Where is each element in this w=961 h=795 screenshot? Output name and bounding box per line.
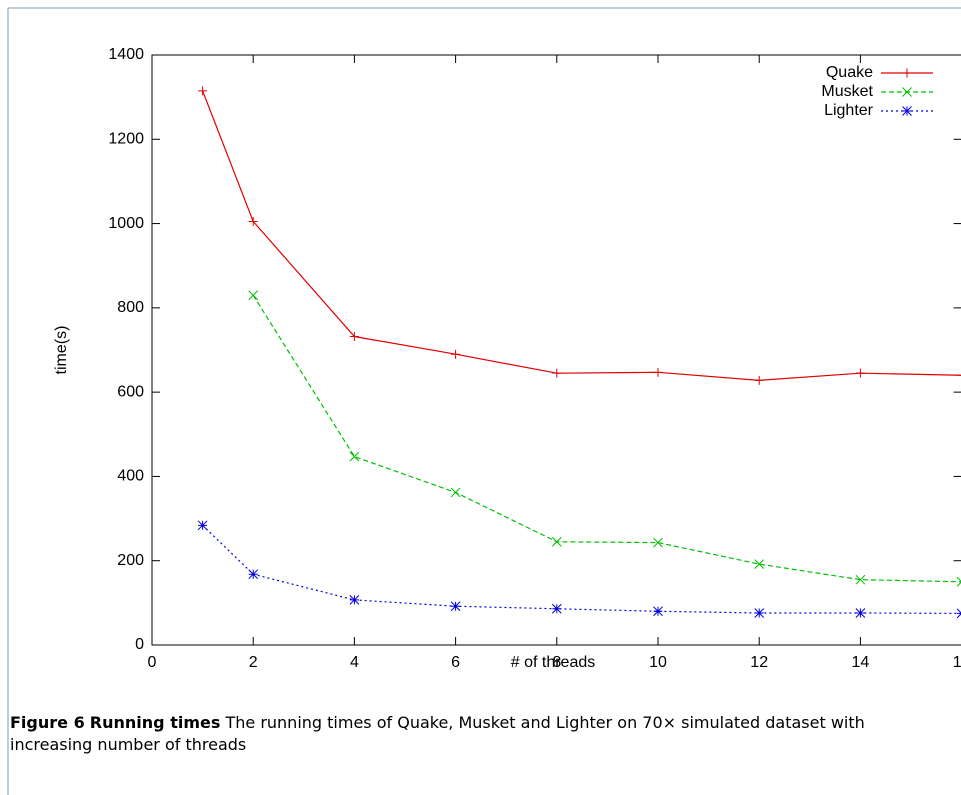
- point: [855, 368, 865, 378]
- caption: Figure 6 Running times The running times…: [10, 712, 940, 756]
- series-line: [202, 524, 961, 614]
- x-tick-label: 6: [451, 654, 460, 671]
- y-tick-label: 600: [117, 383, 144, 400]
- caption-label: Figure 6: [10, 713, 85, 732]
- legend-marker: [902, 87, 912, 97]
- point: [653, 367, 663, 377]
- point: [197, 520, 208, 531]
- caption-heading: Running times: [89, 713, 221, 732]
- y-tick-label: 800: [117, 299, 144, 316]
- point: [450, 487, 461, 498]
- x-tick-label: 4: [350, 654, 359, 671]
- x-tick-label: 2: [249, 654, 258, 671]
- point: [754, 375, 764, 385]
- y-tick-label: 1000: [108, 215, 144, 232]
- y-axis-label: time(s): [53, 326, 70, 375]
- point: [653, 606, 663, 617]
- legend-label: Lighter: [824, 102, 874, 119]
- y-tick-label: 1400: [108, 46, 144, 63]
- point: [552, 368, 562, 378]
- x-tick-label: 10: [649, 654, 667, 671]
- point: [451, 349, 461, 359]
- y-tick-label: 400: [117, 468, 144, 485]
- point: [551, 603, 562, 614]
- point: [551, 536, 562, 547]
- y-tick-label: 0: [135, 636, 144, 653]
- caption-text: The running times of Quake, Musket and L…: [10, 713, 865, 754]
- x-tick-label: 0: [148, 654, 157, 671]
- legend-marker: [902, 68, 912, 78]
- x-tick-label: 14: [852, 654, 870, 671]
- y-tick-label: 200: [117, 552, 144, 569]
- point: [855, 574, 866, 585]
- series-line: [202, 90, 961, 381]
- point: [248, 216, 258, 226]
- legend-label: Musket: [821, 83, 873, 100]
- x-tick-label: 12: [750, 654, 768, 671]
- point: [349, 595, 360, 605]
- point: [248, 569, 259, 580]
- point: [956, 608, 961, 619]
- point: [349, 332, 359, 342]
- legend-label: Quake: [826, 64, 873, 81]
- point: [754, 608, 765, 618]
- legend-marker: [902, 106, 912, 116]
- x-tick-label: 8: [552, 654, 561, 671]
- x-axis-label: # of threads: [511, 654, 596, 671]
- point: [248, 290, 259, 301]
- point: [198, 86, 208, 96]
- point: [754, 559, 765, 569]
- y-tick-label: 1200: [108, 131, 144, 148]
- plot-frame: [151, 54, 961, 646]
- point: [349, 451, 360, 462]
- series-line: [252, 294, 961, 583]
- x-tick-label: 16: [953, 654, 961, 671]
- point: [956, 576, 961, 587]
- point: [855, 608, 866, 618]
- point: [450, 601, 461, 612]
- point: [653, 537, 663, 548]
- point: [957, 374, 961, 376]
